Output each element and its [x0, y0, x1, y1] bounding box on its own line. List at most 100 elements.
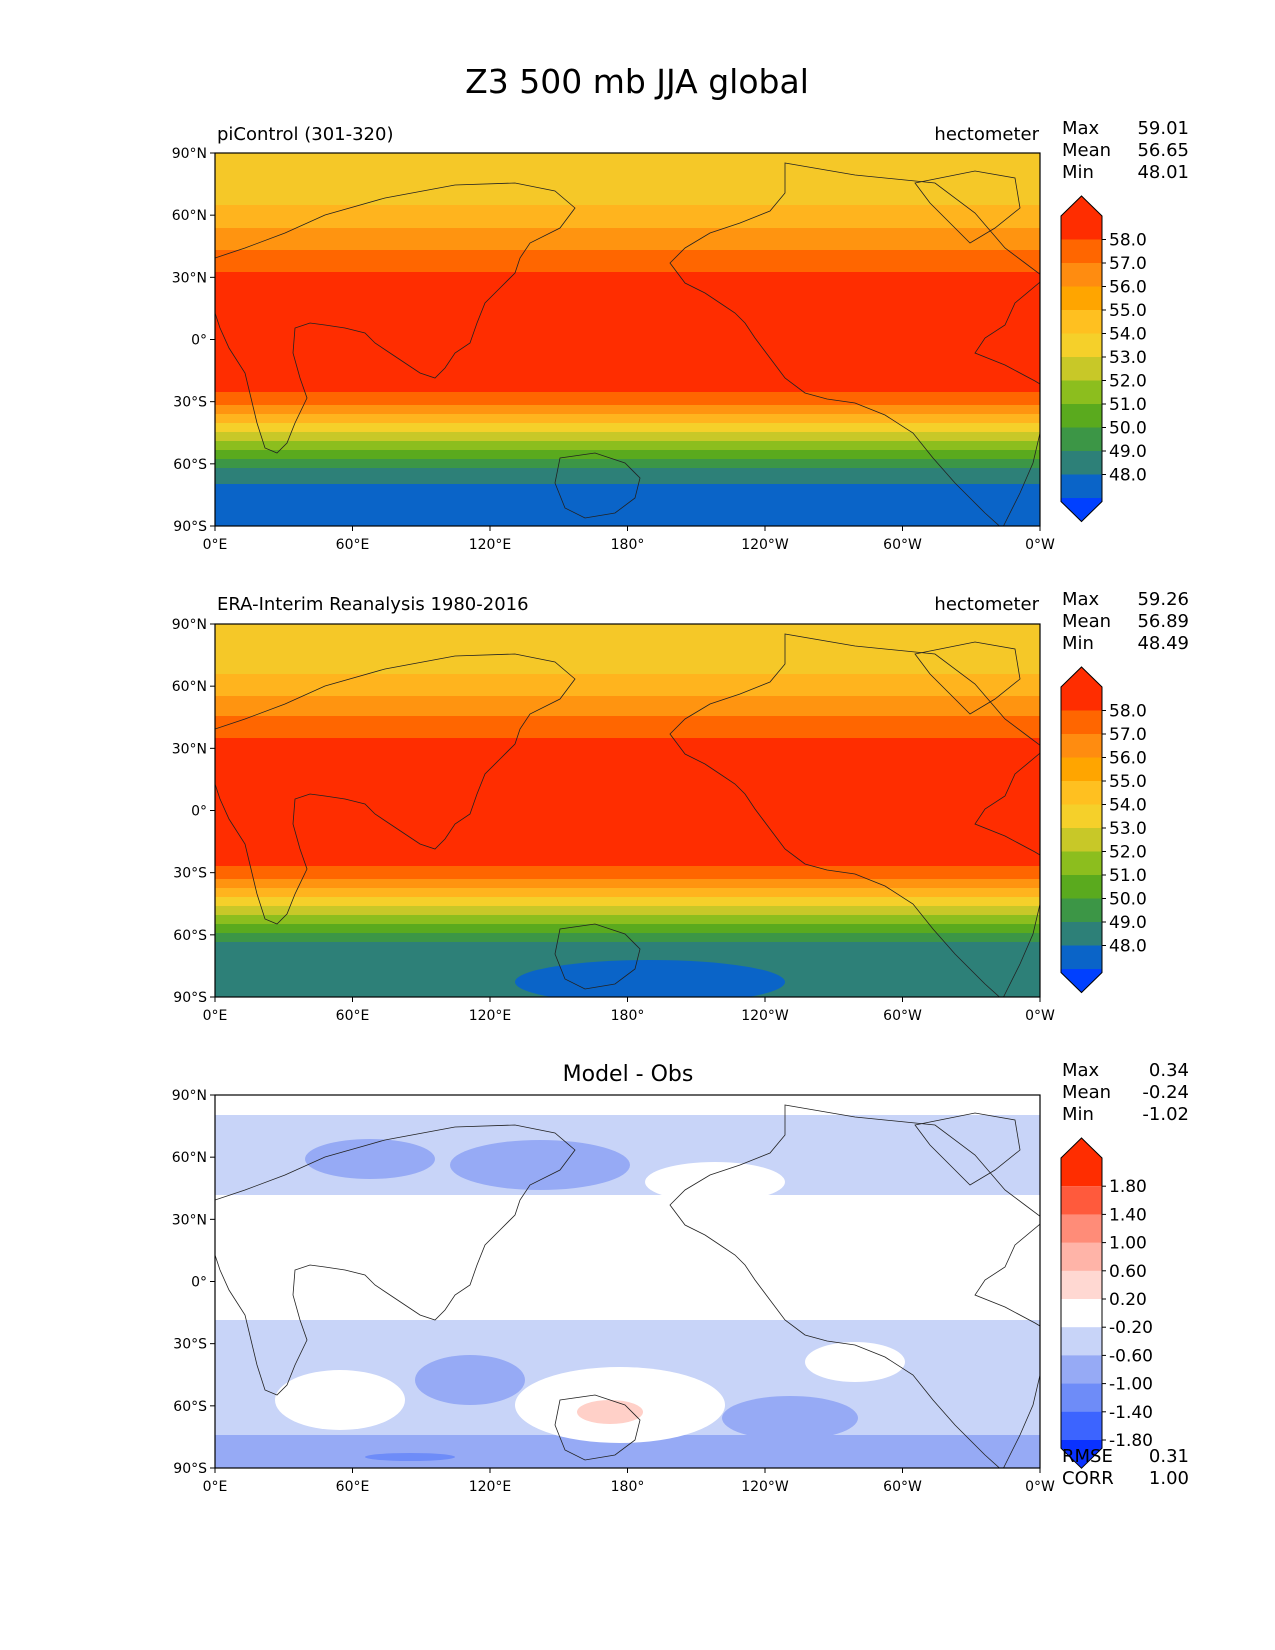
lat-tick-label: 30°N — [172, 270, 207, 286]
band-57-58 — [215, 716, 1040, 738]
band-54-55 — [215, 624, 1040, 680]
band-sh-48 — [215, 484, 1040, 526]
lat-tick-label: 90°N — [172, 146, 207, 162]
stat-value: 48.49 — [1137, 633, 1189, 654]
colorbar-segment — [1061, 357, 1102, 381]
colorbar-level-label: -1.80 — [1109, 1431, 1153, 1451]
panel-diff-stats: Max 0.34 Mean -0.24 Min -1.02 — [1062, 1060, 1189, 1125]
stat-value: -1.02 — [1142, 1104, 1189, 1125]
lat-tick-label: 60°S — [173, 457, 207, 473]
lat-tick-label: 60°N — [172, 1150, 207, 1166]
colorbar-segment — [1061, 1355, 1102, 1385]
colorbar-level-label: 51.0 — [1109, 395, 1147, 415]
white-patch-indian — [275, 1370, 405, 1430]
colorbar-segment — [1061, 945, 1102, 970]
lon-tick-label: 60°W — [883, 1008, 922, 1024]
colorbar-level-label: 58.0 — [1109, 231, 1147, 251]
lon-tick-label: 180° — [611, 1008, 645, 1024]
panel-model: piControl (301-320) hectometer 90°N 60°N 3… — [172, 118, 1189, 553]
lon-tick-label: 180° — [611, 537, 645, 553]
panel-diff: Model - Obs 90°N 60°N 30°N 0° 30°S 60°S 90°S 0… — [172, 1060, 1189, 1495]
high-south-pacific — [577, 1400, 643, 1424]
rmse-label: RMSE — [1062, 1446, 1113, 1467]
stat-label: Max — [1062, 589, 1100, 610]
colorbar-outline — [1060, 1137, 1103, 1469]
colorbar-segment — [1061, 286, 1102, 311]
lat-tick-label: 90°S — [173, 990, 207, 1006]
lon-tick-label: 0°W — [1025, 1479, 1055, 1495]
panel-diff-lon-axis: 0°E 60°E 120°E 180° 120°W 60°W 0°W — [203, 1468, 1055, 1495]
colorbar-segment — [1061, 1186, 1102, 1215]
colorbar-segment — [1061, 310, 1102, 334]
low-antarctic — [365, 1453, 455, 1461]
lon-tick-label: 180° — [611, 1479, 645, 1495]
lon-tick-label: 120°W — [741, 1479, 789, 1495]
panel-obs-left-title: ERA-Interim Reanalysis 1980-2016 — [217, 594, 529, 615]
colorbar-level-label: 54.0 — [1109, 796, 1147, 816]
panel-model-lon-axis: 0°E 60°E 120°E 180° 120°W 60°W 0°W — [203, 526, 1055, 553]
colorbar-segment — [1061, 263, 1102, 287]
colorbar-level-label: 50.0 — [1109, 890, 1147, 910]
lon-tick-label: 0°E — [203, 1008, 228, 1024]
lat-tick-label: 60°S — [173, 1399, 207, 1415]
lon-tick-label: 0°E — [203, 537, 228, 553]
stat-value: -0.24 — [1142, 1082, 1189, 1103]
colorbar-segment — [1061, 734, 1102, 758]
colorbar-segment — [1061, 875, 1102, 899]
colorbar-segment — [1061, 1270, 1102, 1300]
colorbar-segment — [1061, 804, 1102, 829]
colorbar-level-label: 53.0 — [1109, 819, 1147, 839]
band-sh-57-58 — [215, 866, 1040, 882]
colorbar-level-label: 1.80 — [1109, 1177, 1147, 1197]
colorbar-segment — [1061, 851, 1102, 876]
panel-obs: ERA-Interim Reanalysis 1980-2016 hectome… — [172, 589, 1189, 1024]
lat-tick-label: 0° — [191, 804, 207, 820]
low-indian — [415, 1355, 525, 1405]
colorbar-extend-max — [1061, 1138, 1102, 1187]
colorbar-level-label: 55.0 — [1109, 301, 1147, 321]
lat-tick-label: 90°S — [173, 519, 207, 535]
colorbar-level-label: 50.0 — [1109, 419, 1147, 439]
rmse-value: 0.31 — [1149, 1446, 1189, 1467]
low-europe — [305, 1139, 435, 1179]
lat-tick-label: 30°S — [173, 395, 207, 411]
stat-label: Mean — [1062, 611, 1111, 632]
lon-tick-label: 0°W — [1025, 537, 1055, 553]
colorbar-segment — [1061, 380, 1102, 405]
lon-tick-label: 60°E — [336, 1008, 370, 1024]
colorbar-segment — [1061, 781, 1102, 805]
panel-obs-lat-axis: 90°N 60°N 30°N 0° 30°S 60°S 90°S — [172, 617, 215, 1006]
colorbar-segment — [1061, 1214, 1102, 1244]
colorbar-level-label: 1.00 — [1109, 1234, 1147, 1254]
colorbar-level-label: 48.0 — [1109, 937, 1147, 957]
colorbar-segment — [1061, 427, 1102, 452]
panel-diff-colorbar: 1.80 1.40 1.00 0.60 0.20 -0.20 -0.60 -1.00 -1.40… — [1060, 1137, 1153, 1469]
colorbar-segment — [1061, 451, 1102, 475]
lat-tick-label: 60°N — [172, 679, 207, 695]
stat-value: 56.89 — [1137, 611, 1189, 632]
lon-tick-label: 0°W — [1025, 1008, 1055, 1024]
colorbar-segment — [1061, 1327, 1102, 1356]
colorbar-extend-max — [1061, 196, 1102, 240]
colorbar-segment — [1061, 404, 1102, 428]
panel-model-units: hectometer — [934, 124, 1039, 145]
colorbar-segment — [1061, 1299, 1102, 1328]
stat-label: Mean — [1062, 140, 1111, 161]
panel-model-lat-axis: 90°N 60°N 30°N 0° 30°S 60°S 90°S — [172, 146, 215, 535]
colorbar-segment — [1061, 474, 1102, 499]
stat-label: Min — [1062, 633, 1094, 654]
stat-label: Max — [1062, 1060, 1100, 1081]
corr-label: CORR — [1062, 1468, 1114, 1489]
lon-tick-label: 120°E — [469, 1008, 512, 1024]
colorbar-segment — [1061, 1242, 1102, 1272]
colorbar-level-label: 0.60 — [1109, 1262, 1147, 1282]
lat-tick-label: 90°N — [172, 617, 207, 633]
colorbar-segment — [1061, 757, 1102, 782]
lon-tick-label: 60°W — [883, 1479, 922, 1495]
colorbar-level-label: 1.40 — [1109, 1205, 1147, 1225]
panel-model-stats: Max 59.01 Mean 56.65 Min 48.01 — [1062, 118, 1189, 183]
panel-diff-lat-axis: 90°N 60°N 30°N 0° 30°S 60°S 90°S — [172, 1088, 215, 1477]
colorbar-level-label: 54.0 — [1109, 325, 1147, 345]
lat-tick-label: 60°S — [173, 928, 207, 944]
panel-obs-units: hectometer — [934, 594, 1039, 615]
